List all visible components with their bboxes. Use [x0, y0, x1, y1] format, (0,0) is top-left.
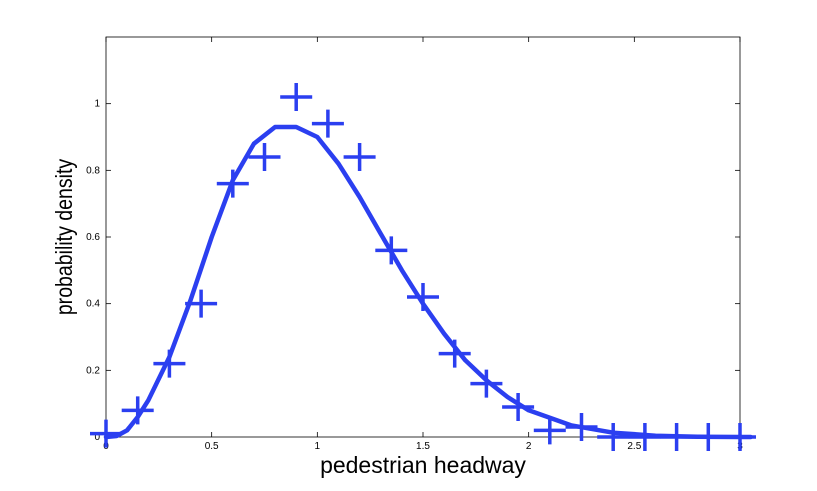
y-tick-label: 0.4	[86, 299, 100, 310]
y-tick-label: 0.2	[86, 365, 100, 376]
x-axis-label: pedestrian headway	[320, 452, 526, 478]
x-tick-label: 2	[526, 441, 532, 452]
data-point-marker	[248, 143, 281, 171]
y-axis-label: probability density	[52, 159, 78, 316]
x-tick-label: 2.5	[627, 441, 641, 452]
series-layer	[90, 83, 756, 451]
x-tick-label: 1.5	[416, 441, 430, 452]
y-tick-label: 0.8	[86, 165, 100, 176]
x-tick-label: 1	[315, 441, 321, 452]
data-point-marker	[280, 83, 313, 111]
x-tick-label: 0.5	[205, 441, 219, 452]
fitted-curve	[103, 124, 753, 440]
y-tick-label: 1	[94, 99, 100, 110]
data-point-marker	[533, 416, 566, 445]
data-point-marker	[470, 369, 503, 398]
plot-area	[105, 36, 741, 438]
data-point-marker	[311, 109, 344, 138]
data-point-marker	[597, 423, 630, 451]
y-tick-label: 0	[94, 432, 100, 443]
data-point-marker	[502, 393, 535, 421]
data-point-marker	[343, 143, 376, 171]
y-tick-label: 0.6	[86, 232, 100, 243]
